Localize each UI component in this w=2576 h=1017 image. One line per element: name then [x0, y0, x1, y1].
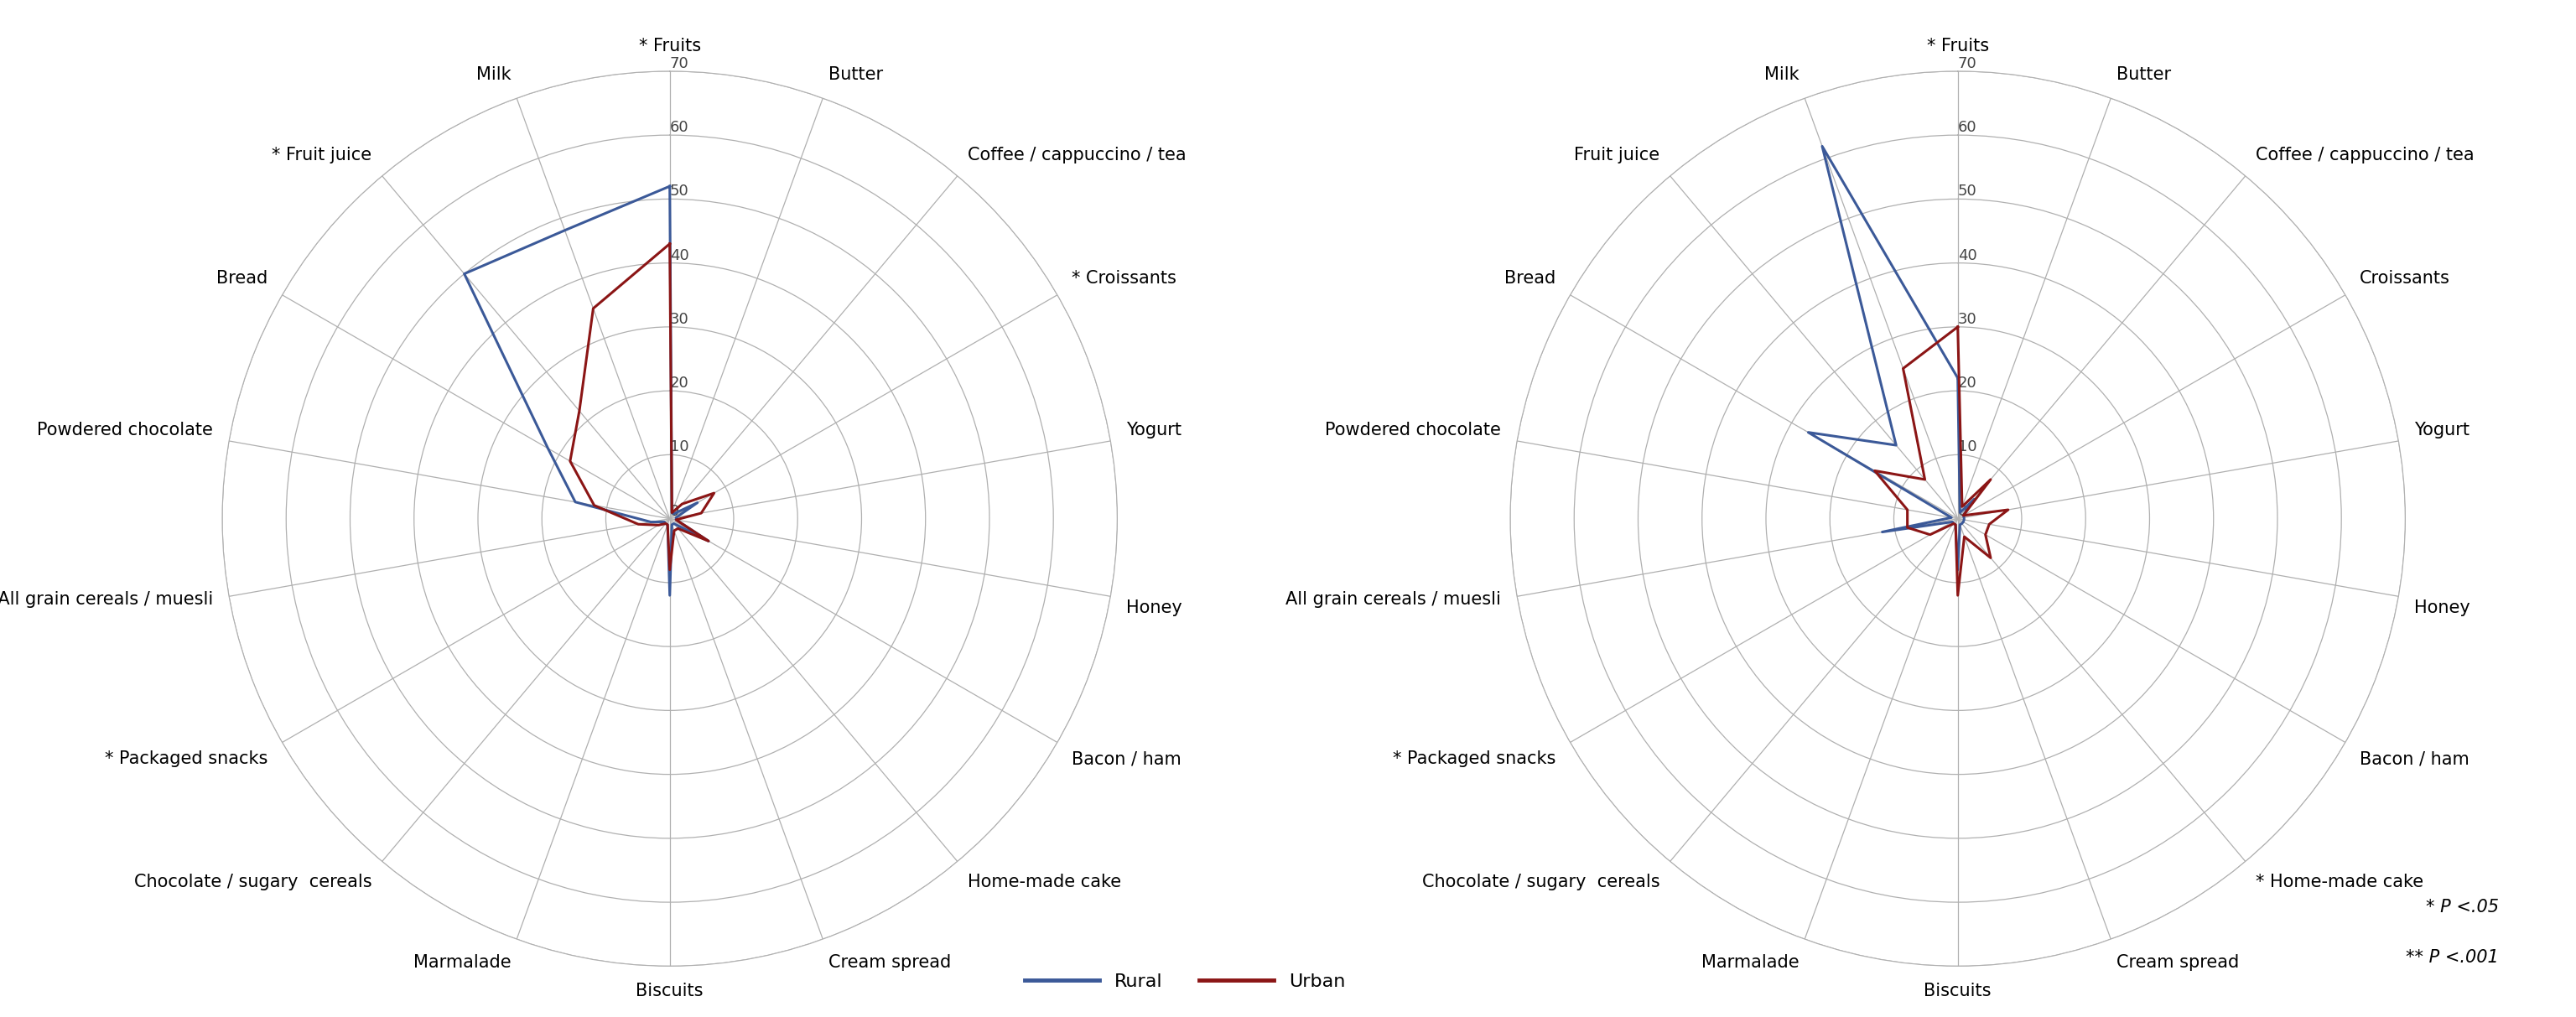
Text: ** P <.001: ** P <.001 — [2406, 950, 2499, 966]
Text: * P <.05: * P <.05 — [2427, 899, 2499, 915]
Legend: Rural, Urban: Rural, Urban — [1018, 966, 1352, 998]
